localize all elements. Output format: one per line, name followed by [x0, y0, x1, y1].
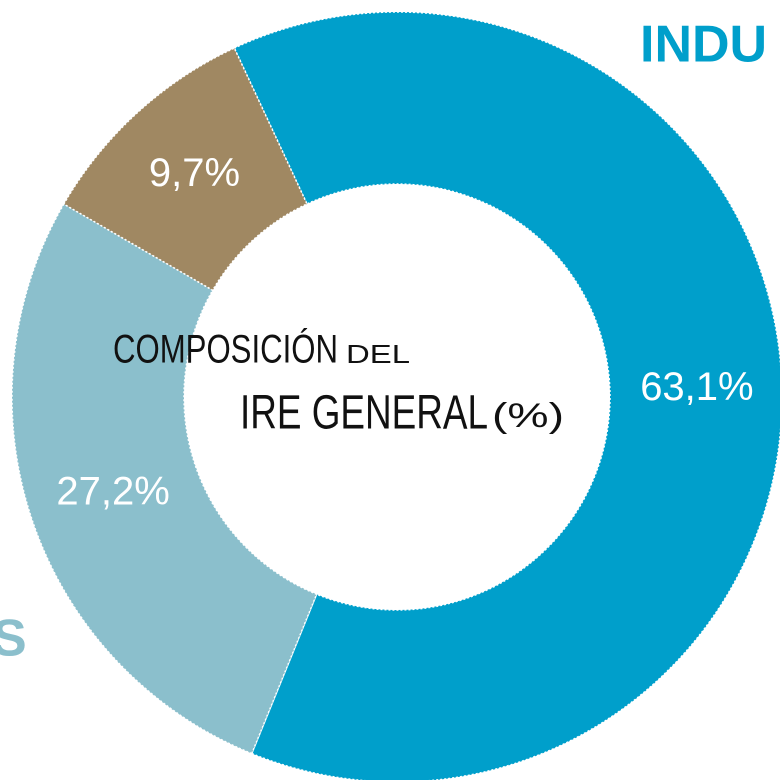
slices [11, 11, 780, 780]
slice [62, 47, 308, 292]
slice-label: 27,2% [56, 470, 169, 514]
category-label: INDU [640, 16, 767, 74]
slice-label: 63,1% [640, 365, 753, 409]
title-line: IRE GENERAL [240, 387, 488, 440]
title-small: DEL [346, 339, 410, 369]
slice [11, 203, 318, 755]
category-label: S [0, 610, 27, 668]
slice-label: 9,7% [149, 151, 240, 195]
title-line: COMPOSICIÓN [113, 327, 338, 372]
slice [233, 11, 780, 780]
title-unit: (%) [492, 397, 564, 435]
